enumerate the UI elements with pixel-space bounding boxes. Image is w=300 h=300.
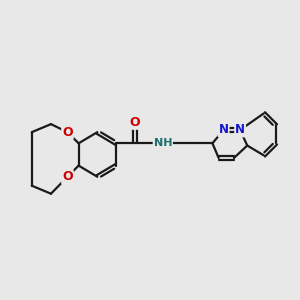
Text: O: O [130, 116, 140, 129]
Text: O: O [62, 170, 73, 183]
Text: N: N [219, 123, 229, 136]
Text: O: O [62, 126, 73, 139]
Text: NH: NH [154, 138, 172, 148]
Text: N: N [235, 123, 245, 136]
